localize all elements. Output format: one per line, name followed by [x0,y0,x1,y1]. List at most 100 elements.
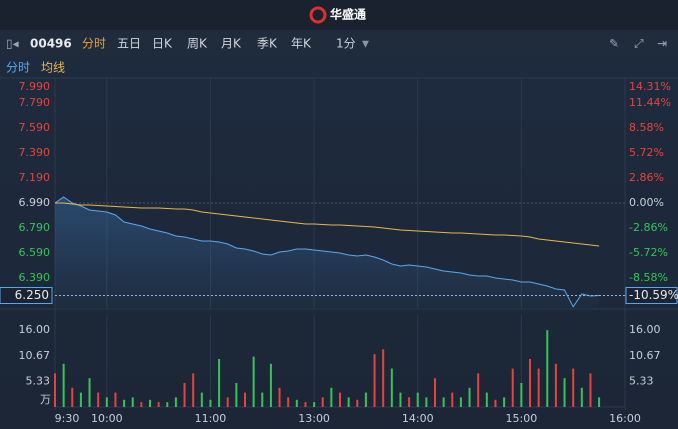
x-tick-label: 14:00 [402,412,434,425]
volume-bar [123,399,126,407]
y-tick-label: 6.390 [19,271,51,284]
volume-bar [416,392,419,407]
y2-tick-label: 5.72% [629,146,664,159]
volume-bar [373,354,376,407]
volume-bar [200,392,203,407]
volume-bar [494,399,497,407]
volume-bar [572,368,575,407]
title-bar [0,0,678,30]
volume-bar [399,392,402,407]
volume-bar [347,397,350,407]
volume-bar [503,397,506,407]
y-tick-label: 7.190 [19,171,51,184]
x-tick-label: 16:00 [609,412,641,425]
volume-bar [442,397,445,407]
volume-bar [434,378,436,407]
volume-bar [563,378,566,407]
volume-bar [140,402,143,407]
volume-tick-label: 5.33 [26,374,51,387]
y2-tick-label: 2.86% [629,171,664,184]
last-price-box [0,287,53,304]
y2-tick-label: -8.58% [629,271,668,284]
x-tick-label: 9:30 [55,412,80,425]
volume-bar [105,397,108,407]
volume-bar [546,330,549,407]
tab[interactable]: 月K [221,37,242,51]
volume-bar [62,363,65,407]
volume-bar [408,397,411,407]
volume-bar [278,387,281,407]
volume-bar [304,402,307,407]
volume-bar [183,382,186,407]
volume-bar [79,392,82,407]
volume-bar [149,399,151,407]
volume-bar [356,399,359,407]
y-tick-label: 6.990 [19,196,51,209]
volume-tick-label: 10.67 [19,349,51,362]
volume-tick-label: 16.00 [629,323,661,336]
tab[interactable]: 分时 [82,37,106,51]
tab[interactable]: 季K [257,37,278,51]
volume-bar [537,368,540,407]
volume-bar [313,402,316,407]
x-tick-label: 11:00 [195,412,227,425]
volume-bar [468,387,471,407]
y2-tick-label: 11.44% [629,96,671,109]
volume-bar [226,397,229,407]
volume-bar [364,392,367,407]
volume-bar [97,392,100,407]
collapse-icon[interactable]: ▯◂ [6,37,19,51]
volume-bar [520,382,523,407]
dropdown-arrow[interactable]: ▼ [362,40,369,50]
toolbar [0,30,678,57]
draw-icon[interactable]: ✎ [609,37,619,51]
y-tick-label: 7.590 [19,121,51,134]
volume-bar [114,392,117,407]
legend-entry: 均线 [41,61,65,75]
stock-code: 00496 [30,37,72,51]
y-tick-label: 7.390 [19,146,51,159]
volume-bar [54,373,56,407]
volume-bar [598,397,601,407]
volume-bar [131,397,134,407]
volume-bar [192,373,195,407]
volume-bar [382,349,385,407]
last-change: -10.59% [629,288,678,302]
volume-bar [209,399,212,407]
volume-bar [261,392,264,407]
exit-icon[interactable]: ⇥ [657,37,667,51]
last-change-box [625,287,678,305]
volume-bar [166,402,169,407]
volume-bar [580,387,583,407]
logo-icon [309,6,327,24]
volume-bar [235,382,238,407]
volume-bar [554,363,557,407]
expand-icon[interactable]: ⤢ [633,37,644,51]
volume-bar [477,373,480,407]
y2-tick-label: 8.58% [629,121,664,134]
y-tick-label: 6.790 [19,221,51,234]
volume-bar [485,392,488,407]
brand: 华盛通 [330,7,366,22]
series-line [54,196,600,308]
tab[interactable]: 周K [187,37,208,51]
interval[interactable]: 1分 [336,37,356,51]
volume-bar [157,402,160,407]
y2-tick-label: -5.72% [629,246,668,259]
price-area [55,197,600,308]
volume-bar [451,392,454,407]
volume-bar [330,387,333,407]
series-line [55,202,600,247]
volume-bar [218,358,221,407]
tab[interactable]: 年K [291,37,312,51]
volume-bar [339,392,341,407]
tab[interactable]: 五日 [117,37,141,51]
volume-bar [88,378,91,407]
volume-tick-label: 5.33 [629,374,654,387]
y2-tick-label: 14.31% [629,80,671,93]
volume-tick-label: 16.00 [19,323,51,336]
y-tick-label: 7.990 [19,80,51,93]
tab[interactable]: 日K [152,37,173,51]
